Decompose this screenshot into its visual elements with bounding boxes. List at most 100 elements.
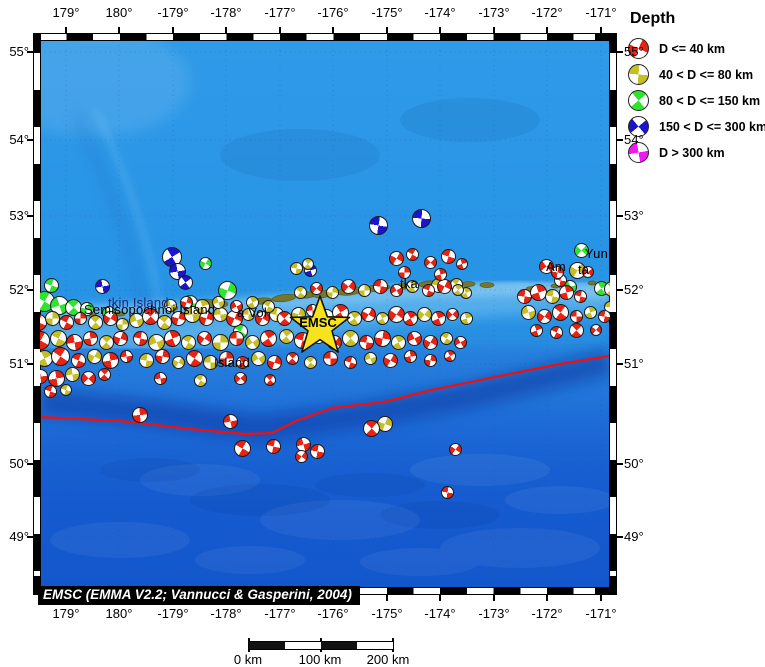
place-label: Island bbox=[214, 355, 250, 370]
lon-label-bottom: -174° bbox=[424, 606, 456, 621]
lat-tick-left bbox=[27, 363, 33, 365]
beachball bbox=[382, 352, 398, 368]
lon-label-bottom: 179° bbox=[52, 606, 80, 621]
beachball bbox=[423, 255, 437, 269]
lon-tick-bottom bbox=[439, 595, 441, 601]
lon-label-top: 180° bbox=[105, 5, 133, 20]
beachball bbox=[340, 278, 356, 294]
place-label: Am bbox=[546, 259, 566, 274]
beachball bbox=[444, 350, 456, 362]
beachball bbox=[550, 265, 564, 279]
beachball bbox=[43, 384, 57, 398]
beachball bbox=[40, 368, 48, 384]
star-label: EMSC bbox=[299, 315, 337, 330]
place-label: Yun bbox=[585, 246, 609, 261]
beachball bbox=[278, 328, 294, 344]
beachball bbox=[390, 334, 406, 350]
beachball bbox=[177, 274, 193, 290]
place-label: ta bbox=[578, 262, 590, 277]
beachball bbox=[405, 247, 419, 261]
beachball bbox=[389, 283, 403, 297]
beachball bbox=[64, 366, 80, 382]
beachball bbox=[529, 323, 543, 337]
beachball bbox=[303, 355, 317, 369]
lon-label-bottom: -173° bbox=[478, 606, 510, 621]
lat-tick-right bbox=[617, 51, 623, 53]
beachball bbox=[112, 330, 128, 346]
legend: Depth D <= 40 km 40 < D <= 80 km 80 < D <=… bbox=[628, 10, 765, 168]
beachball bbox=[241, 307, 255, 321]
beachball bbox=[421, 283, 435, 297]
place-label: a Vol bbox=[237, 305, 267, 320]
beachball bbox=[222, 413, 238, 429]
lat-label-right: 51° bbox=[624, 356, 644, 371]
beachball bbox=[194, 298, 210, 314]
lat-tick-left bbox=[27, 215, 33, 217]
beachball bbox=[387, 305, 405, 323]
sea-mottle-light bbox=[50, 454, 610, 576]
beachball bbox=[569, 309, 583, 323]
beachball bbox=[456, 258, 468, 270]
beachball bbox=[163, 298, 177, 312]
lon-label-bottom: -175° bbox=[371, 606, 403, 621]
lat-label-right: 55° bbox=[624, 44, 644, 59]
lon-label-top: -179° bbox=[157, 5, 189, 20]
beachball bbox=[198, 256, 212, 270]
beachball bbox=[368, 215, 388, 235]
beachball bbox=[44, 310, 60, 326]
lat-tick-right bbox=[617, 215, 623, 217]
beachball bbox=[402, 310, 418, 326]
beachball bbox=[551, 303, 569, 321]
emsc-star-icon bbox=[289, 295, 351, 353]
canyon-shade bbox=[70, 112, 153, 331]
beachball bbox=[132, 330, 148, 346]
beachball bbox=[597, 309, 610, 323]
beachball bbox=[293, 285, 307, 299]
beachball bbox=[211, 333, 229, 351]
beachball bbox=[558, 284, 574, 300]
beachball bbox=[440, 485, 454, 499]
beachball bbox=[70, 352, 86, 368]
beachball-icon bbox=[628, 116, 649, 137]
lon-tick-top bbox=[65, 27, 67, 33]
beachball bbox=[218, 350, 234, 366]
beachball bbox=[536, 308, 552, 324]
beachball bbox=[309, 281, 323, 295]
lat-label-left: 55° bbox=[9, 44, 29, 59]
beachball bbox=[582, 266, 594, 278]
beachball bbox=[47, 369, 65, 387]
lon-label-bottom: -178° bbox=[210, 606, 242, 621]
beachball bbox=[235, 355, 249, 369]
beachball bbox=[583, 305, 597, 319]
beachball bbox=[362, 419, 380, 437]
lat-label-right: 52° bbox=[624, 282, 644, 297]
beachball bbox=[87, 314, 103, 330]
lat-label-right: 50° bbox=[624, 456, 644, 471]
lat-label-right: 53° bbox=[624, 208, 644, 223]
beachball bbox=[266, 354, 282, 370]
beachball bbox=[590, 324, 602, 336]
beachball bbox=[193, 373, 207, 387]
lon-label-top: 179° bbox=[52, 5, 80, 20]
beachball bbox=[397, 265, 411, 279]
beachball bbox=[185, 349, 203, 367]
beachball bbox=[568, 322, 584, 338]
lon-label-bottom: 180° bbox=[105, 606, 133, 621]
lat-label-left: 53° bbox=[9, 208, 29, 223]
lon-label-top: -172° bbox=[531, 5, 563, 20]
deep-basin bbox=[40, 400, 610, 588]
legend-title: Depth bbox=[630, 10, 676, 27]
lat-tick-left bbox=[27, 51, 33, 53]
lon-tick-top bbox=[332, 27, 334, 33]
lon-tick-top bbox=[279, 27, 281, 33]
legend-label: 40 < D <= 80 km bbox=[659, 67, 754, 82]
beachball bbox=[436, 278, 452, 294]
beachball bbox=[430, 310, 446, 326]
legend-item: 40 < D <= 80 km bbox=[628, 64, 765, 85]
legend-item: 150 < D <= 300 km bbox=[628, 116, 765, 137]
beachball bbox=[49, 329, 67, 347]
lon-label-top: -178° bbox=[210, 5, 242, 20]
beachball bbox=[132, 407, 148, 423]
beachball bbox=[65, 333, 83, 351]
